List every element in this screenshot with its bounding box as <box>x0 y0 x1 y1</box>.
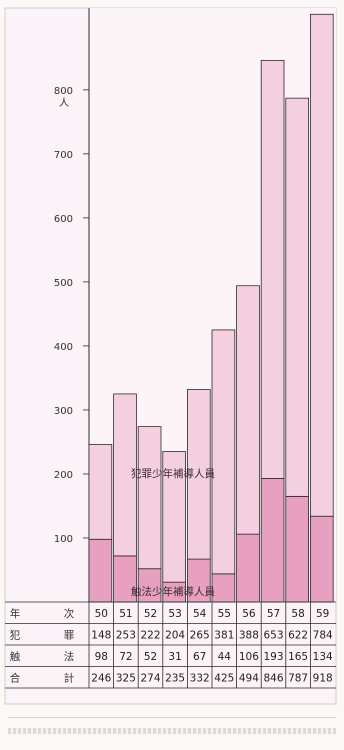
bar-segment-hanzai <box>113 393 137 557</box>
table-cell: 325 <box>116 672 136 684</box>
bar-segment-shokuho <box>309 515 334 603</box>
table-cell: 425 <box>214 672 234 684</box>
table-cell: 246 <box>91 672 111 684</box>
table-cell: 918 <box>313 672 333 684</box>
table-row-label: 触 <box>10 650 21 663</box>
table-cell: 165 <box>288 651 308 663</box>
page-edge-texture <box>8 728 336 734</box>
table-cell: 193 <box>263 651 283 663</box>
table-cell: 56 <box>242 608 256 620</box>
table-cell: 31 <box>168 651 181 663</box>
bar-segment-shokuho <box>260 478 285 603</box>
table-cell: 58 <box>291 608 304 620</box>
table-cell: 106 <box>239 651 259 663</box>
table-row-label: 合 <box>10 671 21 684</box>
y-tick-label: 500 <box>54 278 73 289</box>
bar-segment-shokuho <box>211 573 236 603</box>
table-cell: 72 <box>119 651 132 663</box>
table-cell: 134 <box>313 651 333 663</box>
table-cell: 332 <box>190 672 210 684</box>
table-cell: 44 <box>218 651 232 663</box>
bar-segment-hanzai <box>211 329 236 575</box>
bar-segment-shokuho <box>88 538 113 603</box>
bar-segment-hanzai <box>285 97 309 497</box>
bar-segment-hanzai <box>236 285 260 535</box>
series-label-shokuho: 触法少年補導人員 <box>131 585 215 598</box>
table-cell: 52 <box>144 651 157 663</box>
table-cell: 787 <box>288 672 308 684</box>
bar-segment-hanzai <box>137 426 162 570</box>
table-cell: 622 <box>288 629 308 641</box>
bottom-rule <box>8 717 336 718</box>
y-unit-label: 人 <box>59 97 69 109</box>
table-cell: 50 <box>95 608 108 620</box>
table-cell: 381 <box>214 629 234 641</box>
y-tick-label: 600 <box>54 214 73 225</box>
table-cell: 53 <box>168 608 181 620</box>
table-cell: 274 <box>140 672 160 684</box>
table-cell: 54 <box>193 608 207 620</box>
y-tick-label: 800 <box>54 86 73 97</box>
y-tick-label: 400 <box>54 342 73 353</box>
bar-segment-shokuho <box>285 495 309 603</box>
series-label-hanzai: 犯罪少年補導人員 <box>131 467 215 480</box>
table-cell: 388 <box>239 629 259 641</box>
table-cell: 52 <box>144 608 157 620</box>
table-cell: 57 <box>267 608 280 620</box>
table-cell: 148 <box>91 629 111 641</box>
bar-segment-hanzai <box>162 451 187 583</box>
bar-segment-hanzai <box>186 389 211 560</box>
table-cell: 55 <box>218 608 231 620</box>
table-row-label: 年 <box>10 607 21 620</box>
table-row-label: 次 <box>64 607 75 620</box>
y-tick-label: 300 <box>54 406 73 417</box>
table-row-label: 犯 <box>10 629 21 641</box>
bar-segment-shokuho <box>236 533 260 603</box>
table-row-label: 罪 <box>64 629 75 641</box>
bar-segment-hanzai <box>309 13 334 517</box>
table-cell: 265 <box>190 629 210 641</box>
table-cell: 204 <box>165 629 185 641</box>
table-cell: 653 <box>263 629 283 641</box>
y-tick-label: 200 <box>54 470 73 481</box>
bar-segment-hanzai <box>88 444 113 540</box>
table-cell: 67 <box>193 651 206 663</box>
table-cell: 235 <box>165 672 185 684</box>
table-cell: 59 <box>316 608 329 620</box>
table-cell: 784 <box>313 629 333 641</box>
bar-segment-hanzai <box>260 59 285 479</box>
table-row-label: 法 <box>64 650 75 663</box>
table-cell: 222 <box>140 629 160 641</box>
table-cell: 51 <box>119 608 132 620</box>
table-cell: 494 <box>239 672 259 684</box>
y-tick-label: 100 <box>54 534 73 545</box>
table-cell: 846 <box>263 672 283 684</box>
table-cell: 98 <box>95 651 108 663</box>
table-cell: 253 <box>116 629 136 641</box>
y-tick-label: 700 <box>54 150 73 161</box>
table-row-label: 計 <box>64 671 75 684</box>
